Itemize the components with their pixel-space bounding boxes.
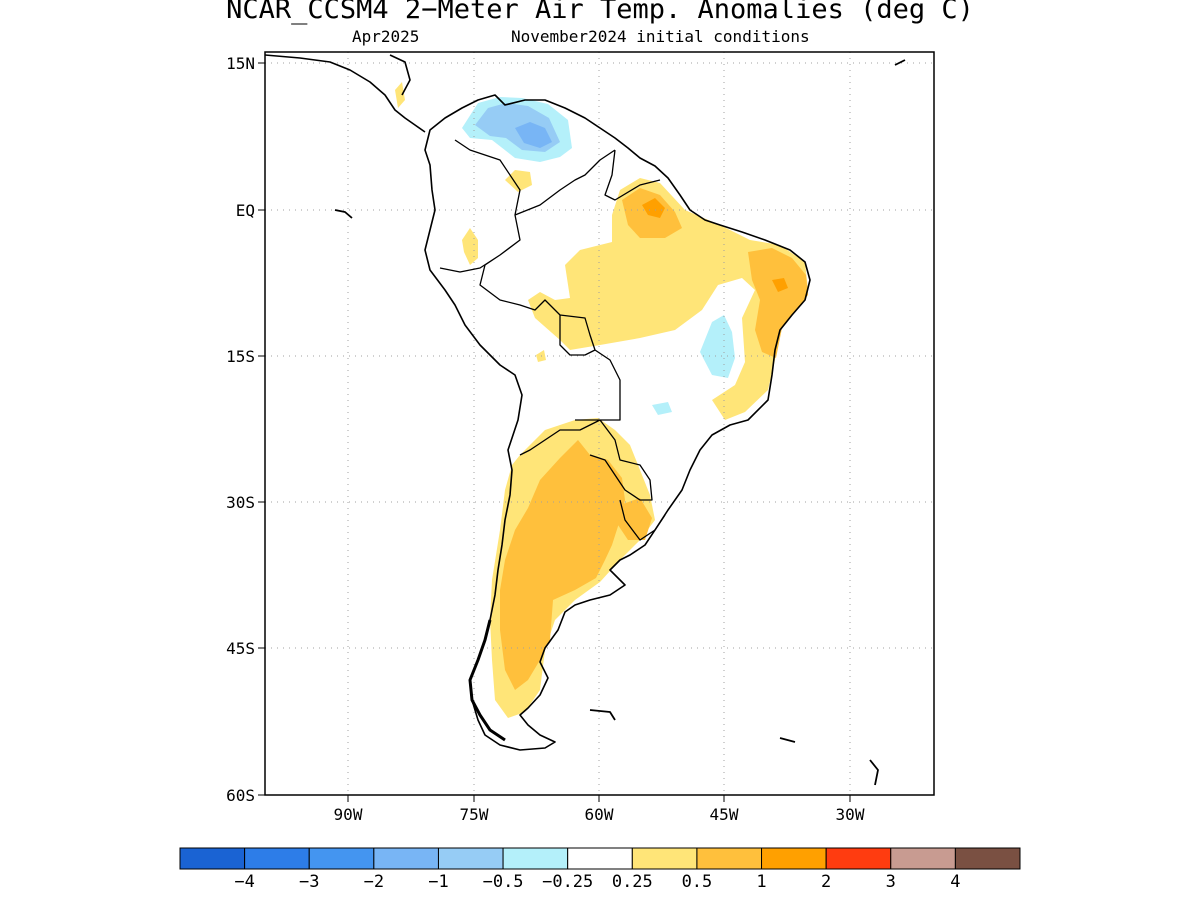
positive-anomaly-northeast-brazil: [748, 248, 808, 358]
lat-tick-label: 60S: [226, 786, 255, 805]
central-america-coast: [265, 54, 426, 133]
colorbar-label: −0.25: [542, 872, 593, 892]
colorbar-swatch: [954, 847, 1021, 870]
positive-anomaly-argentina: [500, 440, 625, 690]
lat-axis: 15N EQ 15S 30S 45S 60S: [226, 54, 265, 805]
colorbar-label: 0.5: [682, 872, 713, 892]
lat-tick-label: 30S: [226, 493, 255, 512]
lat-tick-label: 15S: [226, 347, 255, 366]
lon-axis: 90W 75W 60W 45W 30W: [334, 795, 865, 824]
colorbar-swatch: [761, 847, 827, 870]
islands: [334, 59, 906, 786]
colorbar: −4 −3 −2 −1 −0.5 −0.25 0.25 0.5 1 2 3 4: [179, 847, 1021, 892]
lon-tick-label: 60W: [585, 805, 614, 824]
colorbar-swatch: [567, 847, 633, 870]
positive-anomaly-central-brazil: [528, 178, 808, 420]
lon-tick-label: 30W: [836, 805, 865, 824]
colorbar-swatch: [437, 847, 504, 870]
lon-tick-label: 45W: [710, 805, 739, 824]
colorbar-label: −4: [234, 872, 254, 892]
positive-anomaly-uruguay: [618, 498, 652, 540]
colorbar-swatch: [179, 847, 246, 870]
colorbar-swatch: [502, 847, 569, 870]
anomaly-shading: [395, 82, 808, 718]
map-area: [265, 52, 934, 795]
positive-anomaly-central-america: [395, 82, 405, 108]
colorbar-swatch: [373, 847, 439, 870]
colorbar-label: 1: [756, 872, 766, 892]
colorbar-label: 2: [821, 872, 831, 892]
colorbar-swatch: [631, 847, 698, 870]
colorbar-label: −1: [428, 872, 448, 892]
south-america-coast: [424, 94, 811, 751]
lon-tick-label: 75W: [460, 805, 489, 824]
initial-conditions-label: November2024 initial conditions: [511, 27, 810, 46]
colorbar-label: 0.25: [612, 872, 653, 892]
negative-anomaly-venezuela-peak: [515, 122, 552, 148]
lat-tick-label: 15N: [226, 54, 255, 73]
positive-anomaly-ecuador: [462, 228, 478, 265]
colorbar-swatch: [890, 847, 956, 870]
colorbar-swatch: [825, 847, 892, 870]
colorbar-label: −0.5: [483, 872, 524, 892]
positive-anomaly-amapa-core: [642, 198, 665, 218]
positive-anomaly-ne-core: [772, 278, 788, 292]
colorbar-label: −2: [364, 872, 384, 892]
negative-anomaly-brazil-small: [652, 402, 672, 415]
lat-tick-label: EQ: [236, 201, 255, 220]
lon-tick-label: 90W: [334, 805, 363, 824]
valid-month-label: Apr2025: [352, 27, 420, 46]
colorbar-label: −3: [299, 872, 319, 892]
colorbar-label: 4: [950, 872, 960, 892]
coastline: [265, 54, 906, 786]
country-borders: [439, 139, 666, 541]
negative-anomaly-brazil-pocket: [700, 315, 735, 378]
map-title: NCAR_CCSM4 2−Meter Air Temp. Anomalies (…: [226, 0, 974, 25]
colorbar-swatch: [696, 847, 763, 870]
chile-fjords: [468, 619, 506, 742]
colorbar-label: 3: [886, 872, 896, 892]
lat-tick-label: 45S: [226, 639, 255, 658]
colorbar-swatch: [244, 847, 310, 870]
colorbar-swatch: [308, 847, 375, 870]
positive-anomaly-colombia: [505, 170, 532, 192]
